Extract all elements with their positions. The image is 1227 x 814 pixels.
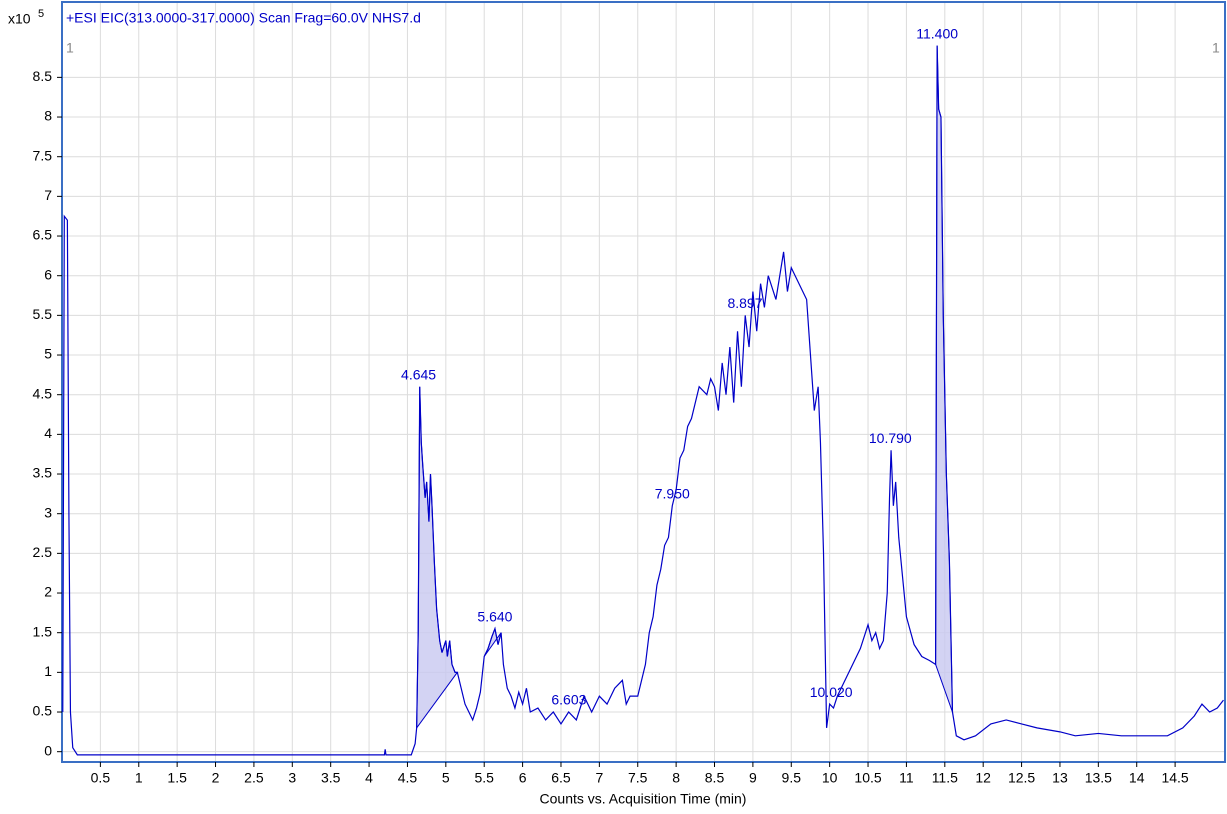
x-axis-label: Counts vs. Acquisition Time (min) xyxy=(540,791,747,807)
x-tick-label: 3 xyxy=(288,770,296,786)
y-tick-label: 3.5 xyxy=(33,465,53,481)
y-multiplier-exponent: 5 xyxy=(38,8,44,20)
y-tick-label: 5 xyxy=(44,346,52,362)
x-tick-label: 14.5 xyxy=(1161,770,1188,786)
y-tick-label: 7 xyxy=(44,187,52,203)
peak-label: 10.790 xyxy=(869,430,912,446)
y-tick-label: 8 xyxy=(44,108,52,124)
y-tick-label: 0 xyxy=(44,742,52,758)
y-tick-label: 5.5 xyxy=(33,306,53,322)
y-tick-label: 6.5 xyxy=(33,227,53,243)
x-tick-label: 8 xyxy=(672,770,680,786)
x-tick-label: 4.5 xyxy=(398,770,418,786)
x-tick-label: 2 xyxy=(212,770,220,786)
peak-label: 11.400 xyxy=(916,25,958,41)
x-tick-label: 9 xyxy=(749,770,757,786)
corner-marker: 1 xyxy=(66,40,74,56)
peak-label: 8.897 xyxy=(727,295,762,311)
y-tick-label: 1.5 xyxy=(33,623,53,639)
y-tick-label: 2 xyxy=(44,584,52,600)
y-tick-label: 6 xyxy=(44,266,52,282)
x-tick-label: 2.5 xyxy=(244,770,264,786)
peak-label: 10.020 xyxy=(810,684,853,700)
y-tick-label: 0.5 xyxy=(33,703,53,719)
y-tick-label: 4.5 xyxy=(33,385,53,401)
peak-label: 4.645 xyxy=(401,366,436,382)
x-tick-label: 6 xyxy=(519,770,527,786)
x-tick-label: 7 xyxy=(595,770,603,786)
x-tick-label: 9.5 xyxy=(782,770,802,786)
x-tick-label: 12 xyxy=(975,770,991,786)
y-tick-label: 2.5 xyxy=(33,544,53,560)
y-tick-label: 4 xyxy=(44,425,52,441)
x-tick-label: 13 xyxy=(1052,770,1068,786)
line xyxy=(62,45,1224,756)
x-tick-label: 12.5 xyxy=(1008,770,1035,786)
plot-frame xyxy=(61,1,1226,763)
y-tick-label: 1 xyxy=(44,663,52,679)
x-tick-label: 8.5 xyxy=(705,770,725,786)
y-multiplier: x10 xyxy=(8,11,31,27)
x-tick-label: 1 xyxy=(135,770,143,786)
x-tick-label: 6.5 xyxy=(551,770,571,786)
x-tick-label: 13.5 xyxy=(1085,770,1112,786)
x-tick-label: 10.5 xyxy=(854,770,881,786)
y-tick-label: 8.5 xyxy=(33,68,53,84)
peak-label: 7.950 xyxy=(655,485,690,501)
y-tick-label: 7.5 xyxy=(33,147,53,163)
x-tick-label: 5 xyxy=(442,770,450,786)
y-tick-label: 3 xyxy=(44,504,52,520)
peak-label: 5.640 xyxy=(477,608,512,624)
chart-title: +ESI EIC(313.0000-317.0000) Scan Frag=60… xyxy=(66,10,421,26)
x-tick-label: 10 xyxy=(822,770,838,786)
x-tick-label: 14 xyxy=(1129,770,1145,786)
integration-area xyxy=(416,386,459,730)
x-tick-label: 11.5 xyxy=(932,770,958,786)
x-tick-label: 11 xyxy=(899,770,914,786)
x-tick-label: 0.5 xyxy=(91,770,111,786)
corner-marker: 1 xyxy=(1212,40,1220,56)
peak-label: 6.603 xyxy=(551,692,586,708)
x-tick-label: 7.5 xyxy=(628,770,648,786)
x-tick-label: 1.5 xyxy=(167,770,187,786)
x-tick-label: 4 xyxy=(365,770,373,786)
x-tick-label: 3.5 xyxy=(321,770,341,786)
x-tick-label: 5.5 xyxy=(474,770,494,786)
